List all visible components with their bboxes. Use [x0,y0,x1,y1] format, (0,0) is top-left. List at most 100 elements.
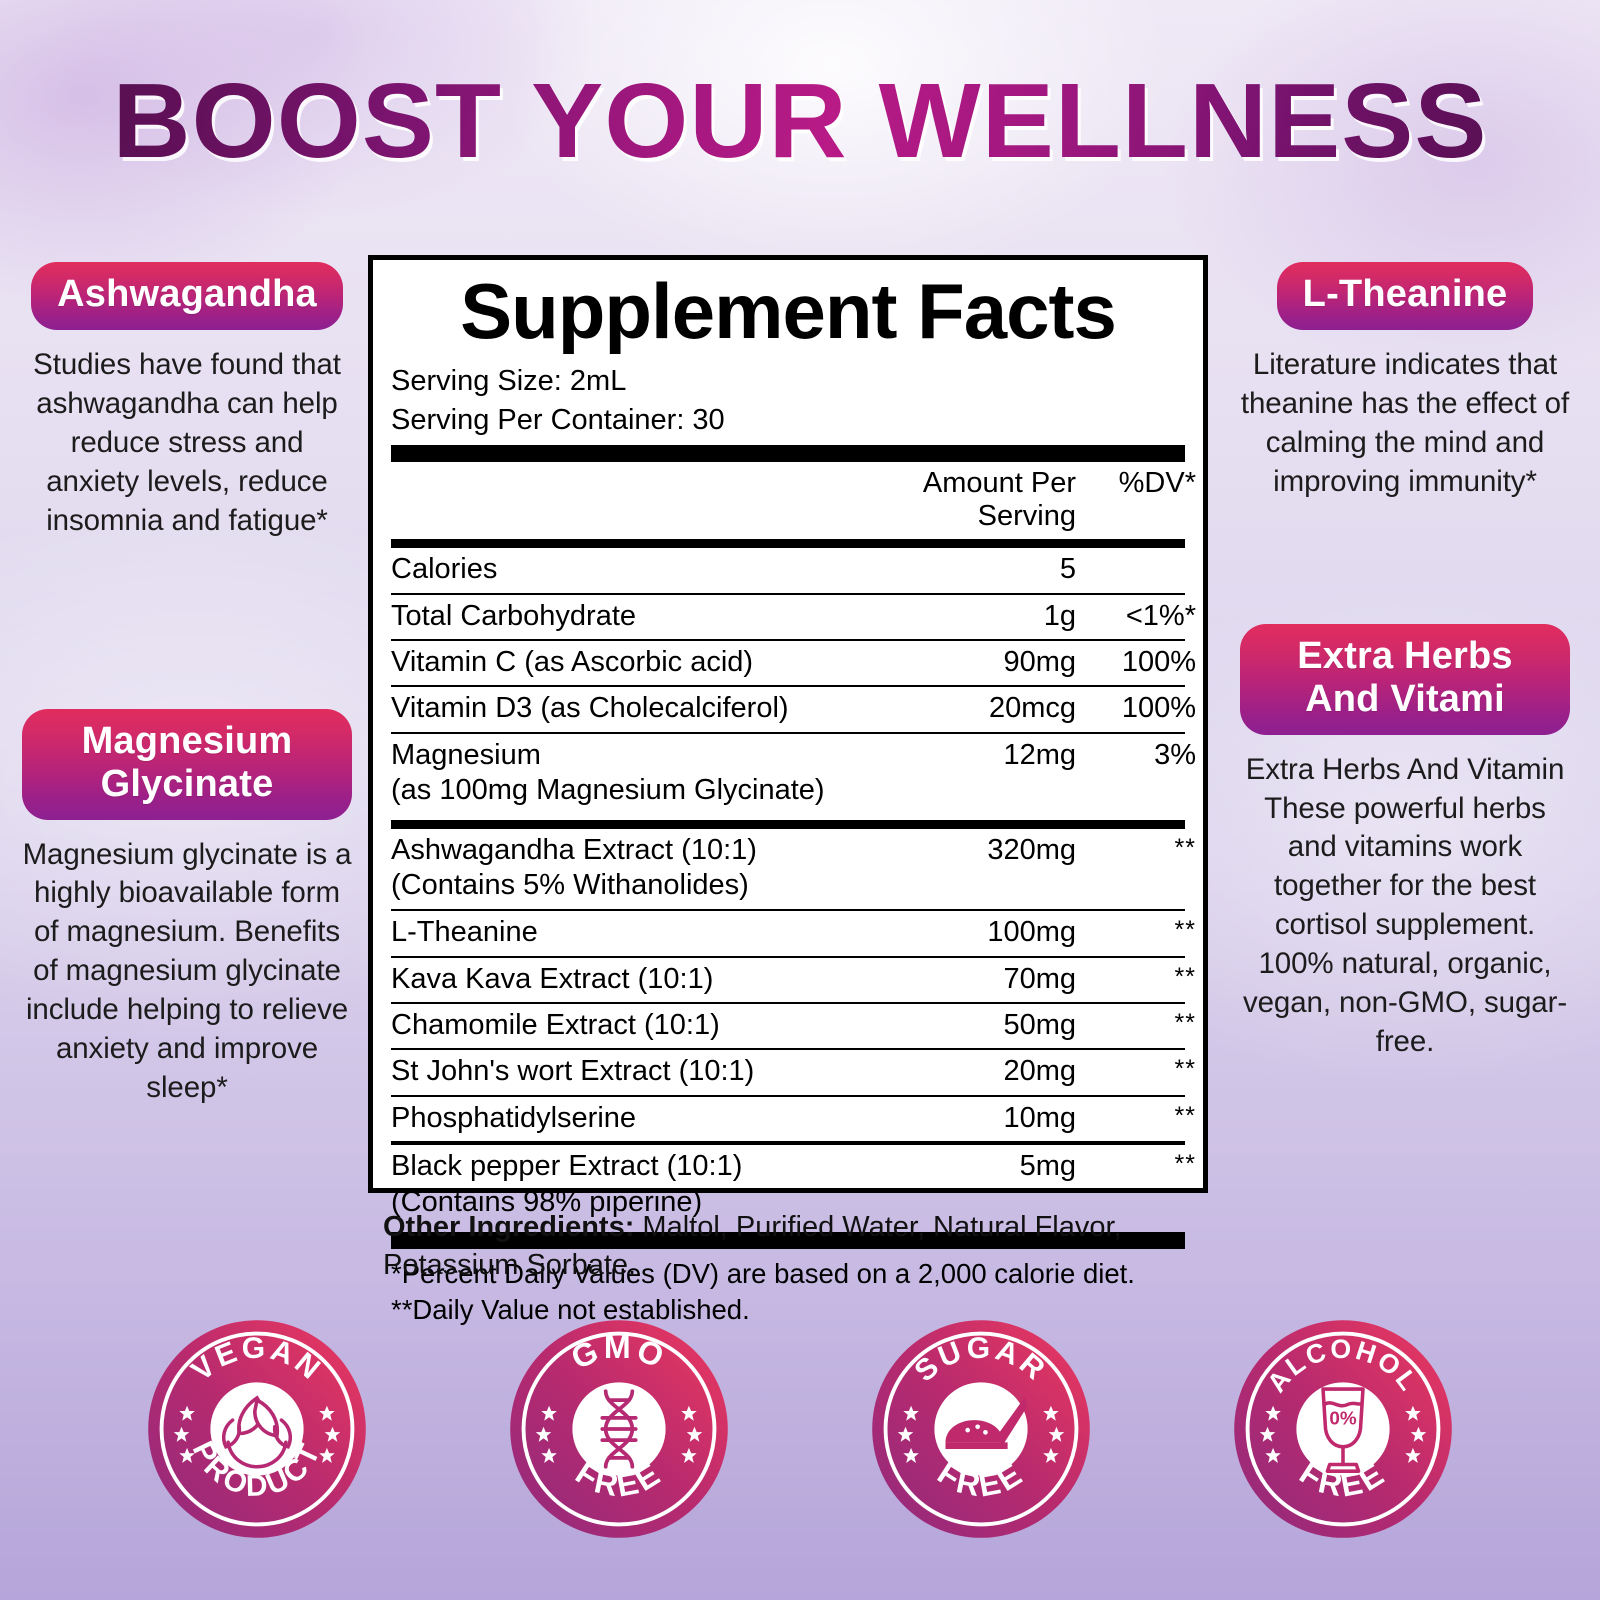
dna-icon [600,1389,638,1469]
divider-thick-bottom [391,1232,1185,1250]
ingredient-block-extra-herbs: Extra Herbs And Vitami Extra Herbs And V… [1240,623,1570,1062]
row-subtext: (Contains 5% Withanolides) [391,869,749,902]
serving-info: Serving Size: 2mL Serving Per Container:… [391,362,1185,439]
supplement-facts-panel: Supplement Facts Serving Size: 2mL Servi… [368,255,1208,1325]
ingredient-badge-ashwagandha: Ashwagandha [31,262,343,330]
nutrition-row-vitamin-d3: Vitamin D3 (as Cholecalciferol) 20mcg 10… [391,687,1196,731]
table-row: Chamomile Extract (10:1) 50mg ** [391,1004,1196,1048]
row-amount: 10mg [1003,1101,1076,1134]
divider-before-herbals [391,819,1185,829]
row-amount: 70mg [1003,962,1076,995]
header-amount-per-serving: Amount Per Serving [922,467,1076,533]
ingredient-badge-l-theanine: L-Theanine [1276,262,1534,330]
row-name: Magnesium [391,738,541,771]
seal-ring [159,1331,355,1527]
footnote-dv-not-established: **Daily Value not established. [391,1294,750,1326]
nutrition-row-magnesium: Magnesium (as 100mg Magnesium Glycinate)… [391,734,1196,814]
ingredient-badge-extra-herbs: Extra Herbs And Vitami [1240,623,1570,735]
divider-under-header [391,539,1185,549]
row-divider [391,955,1185,958]
supplement-facts-title: Supplement Facts [460,267,1117,355]
table-row: Black pepper Extract (10:1) (Contains 98… [391,1145,1196,1225]
other-ingredients: Other Ingredients: Maltol, Purified Wate… [383,1209,1183,1284]
left-info-column: Ashwagandha Studies have found that ashw… [22,262,352,1108]
table-row: Calories 5 [391,548,1196,592]
row-divider [391,731,1185,734]
row-divider [391,1094,1185,1097]
row-dv: <1%* [1125,599,1196,632]
row-name: Black pepper Extract (10:1) [391,1150,743,1183]
row-dv: ** [1174,962,1196,991]
seal-stars [535,1405,703,1463]
divider-thick-top [391,445,1185,463]
row-amount: 12mg [1003,738,1076,771]
row-dv: 3% [1154,738,1196,771]
table-row: Magnesium (as 100mg Magnesium Glycinate)… [391,734,1196,814]
seal-vegan-product: VEGAN PRODUCT [148,1320,366,1538]
ingredient-description-magnesium-glycinate: Magnesium glycinate is a highly bioavail… [22,837,352,1105]
row-amount: 1g [1043,599,1076,632]
ingredient-block-magnesium-glycinate: Magnesium Glycinate Magnesium glycinate … [22,708,352,1108]
header-percent-dv: %DV* [1118,467,1196,500]
seal-alcohol-free: ALCOHOL FREE 0% [1234,1320,1452,1538]
servings-per-container: Serving Per Container: 30 [391,403,725,436]
row-dv: 100% [1121,692,1196,725]
nutrition-row-kava-kava: Kava Kava Extract (10:1) 70mg ** [391,958,1196,1002]
other-ingredients-value: Maltol, Purified Water, Natural Flavor, … [383,1211,1122,1281]
footnote-daily-values: *Percent Daily Values (DV) are based on … [391,1258,1135,1290]
seal-ring [883,1331,1079,1527]
row-subtext: (as 100mg Magnesium Glycinate) [391,774,825,806]
row-dv: 100% [1121,645,1196,678]
row-dv: ** [1174,1009,1196,1038]
table-row: Vitamin D3 (as Cholecalciferol) 20mcg 10… [391,687,1196,731]
row-dv: ** [1174,833,1196,862]
nutrition-row-black-pepper: Black pepper Extract (10:1) (Contains 98… [391,1145,1196,1225]
seal-inner-disc [1296,1382,1390,1476]
row-amount: 5 [1059,553,1076,586]
row-name: Calories [391,553,498,586]
row-name: Vitamin D3 (as Cholecalciferol) [391,692,789,725]
row-divider [391,1141,1185,1146]
table-row: Vitamin C (as Ascorbic acid) 90mg 100% [391,641,1196,685]
table-row: Phosphatidylserine 10mg ** [391,1097,1196,1141]
nutrition-row-carbohydrate: Total Carbohydrate 1g <1%* [391,595,1196,639]
ingredient-block-l-theanine: L-Theanine Literature indicates that the… [1240,262,1570,502]
row-dv: ** [1174,1101,1196,1130]
row-divider [391,1002,1185,1005]
seal-ring [1245,1331,1441,1527]
right-info-column: L-Theanine Literature indicates that the… [1240,262,1570,1062]
nutrition-row-vitamin-c: Vitamin C (as Ascorbic acid) 90mg 100% [391,641,1196,685]
seal-sugar-free: SUGAR FREE [872,1320,1090,1538]
sugar-spoon-icon [945,1397,1027,1449]
certification-seals: VEGAN PRODUCT [0,1318,1600,1540]
wine-glass-percent-label: 0% [1329,1408,1356,1429]
table-header-row: Amount Per Serving %DV* [391,462,1196,539]
nutrition-row-phosphatidylserine: Phosphatidylserine 10mg ** [391,1097,1196,1141]
row-amount: 320mg [987,833,1076,866]
ingredient-description-l-theanine: Literature indicates that theanine has t… [1240,347,1570,498]
row-divider [391,638,1185,641]
table-row: Kava Kava Extract (10:1) 70mg ** [391,958,1196,1002]
leaf-icon [221,1395,293,1469]
row-dv: ** [1174,1150,1196,1179]
page-title: BOOST YOUR WELLNESS [0,68,1600,174]
nutrition-row-ashwagandha: Ashwagandha Extract (10:1) (Contains 5% … [391,829,1196,909]
row-divider [391,685,1185,688]
wine-glass-icon [1321,1387,1365,1473]
ingredient-badge-magnesium-glycinate: Magnesium Glycinate [22,708,352,820]
row-name: Phosphatidylserine [391,1101,637,1134]
footnotes: *Percent Daily Values (DV) are based on … [391,1249,1185,1328]
row-dv [1076,548,1196,592]
seal-ring [521,1331,717,1527]
other-ingredients-label: Other Ingredients: [383,1211,635,1243]
ingredient-description-ashwagandha: Studies have found that ashwagandha can … [33,347,341,537]
nutrition-row-st-johns-wort: St John's wort Extract (10:1) 20mg ** [391,1050,1196,1094]
seal-stars [173,1405,341,1463]
row-amount: 20mcg [988,692,1076,725]
row-amount: 90mg [1003,645,1076,678]
row-name: Kava Kava Extract (10:1) [391,962,714,995]
seal-gmo-free: GMO FREE [510,1320,728,1538]
seal-stars [1259,1405,1427,1463]
row-amount: 100mg [987,916,1076,949]
